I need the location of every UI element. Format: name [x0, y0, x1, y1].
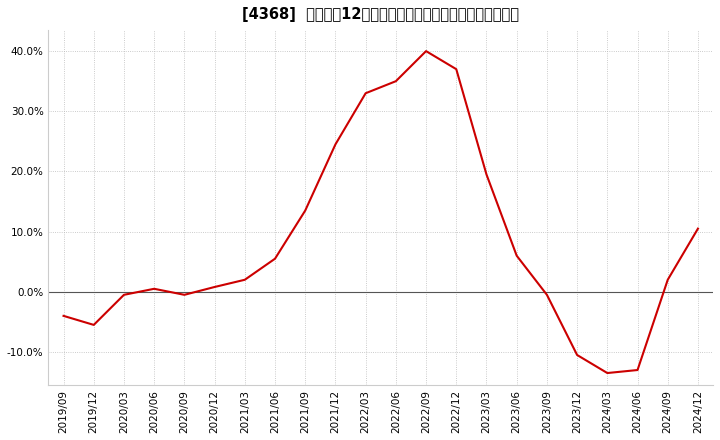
Title: [4368]  売上高の12か月移動合計の対前年同期増減率の推移: [4368] 売上高の12か月移動合計の対前年同期増減率の推移 — [242, 7, 519, 22]
